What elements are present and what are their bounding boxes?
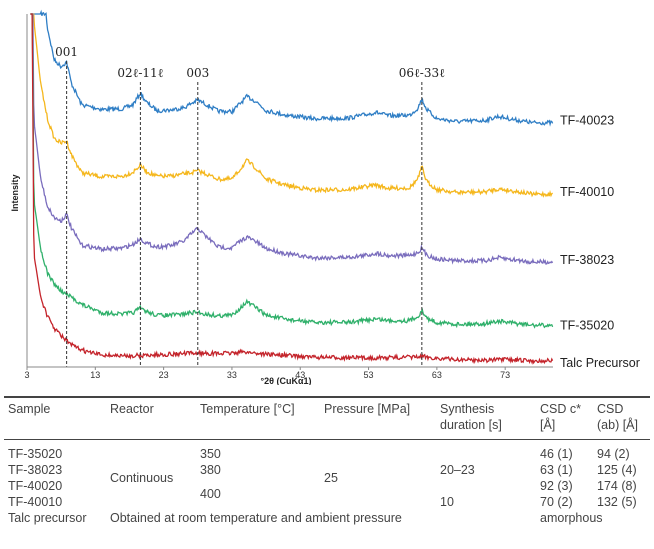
peak-label: 001 <box>55 45 78 59</box>
y-axis-title: Intensity <box>10 174 20 211</box>
csd-ab-cell: 125 (4) <box>597 463 637 477</box>
header-csd-ab: CSD (ab) [Å] <box>593 397 650 440</box>
csd-ab-cell: 132 (5) <box>597 495 637 509</box>
header-sample: Sample <box>4 397 106 440</box>
x-tick-label: 13 <box>90 370 100 380</box>
x-axis-title: °2θ (CuKα1) <box>261 376 312 385</box>
x-tick-label: 23 <box>159 370 169 380</box>
x-ticks: 3 13 23 33 43 53 63 73 <box>24 367 510 380</box>
csd-ab-cell: 94 (2) <box>597 447 630 461</box>
table-row: TF-40010 10 70 (2) 132 (5) <box>4 494 650 510</box>
results-table: Sample Reactor Temperature [°C] Pressure… <box>4 396 650 526</box>
series-label: TF-40023 <box>560 114 614 128</box>
csd-c-cell: 46 (1) <box>540 447 573 461</box>
table-row: TF-38023 380 63 (1) 125 (4) <box>4 462 650 478</box>
peak-label: 06ℓ-33ℓ <box>399 66 445 80</box>
x-tick-label: 3 <box>24 370 29 380</box>
duration-cell: 10 <box>440 495 454 509</box>
sample-cell: TF-38023 <box>8 463 63 477</box>
x-tick-label: 43 <box>295 370 305 380</box>
table-header-row: Sample Reactor Temperature [°C] Pressure… <box>4 397 650 440</box>
csd-c-cell: 92 (3) <box>540 479 573 493</box>
table-row: TF-40020 400 92 (3) 174 (8) <box>4 478 650 501</box>
series-label: Talc Precursor <box>560 356 640 370</box>
header-duration: Synthesis duration [s] <box>436 397 536 440</box>
peak-markers: 001 02ℓ-11ℓ 003 06ℓ-33ℓ <box>55 45 445 367</box>
xrd-chart: 001 02ℓ-11ℓ 003 06ℓ-33ℓ 3 13 23 33 43 53 63 73 TF-… <box>10 9 640 385</box>
sample-cell: TF-35020 <box>8 447 63 461</box>
header-csd-c: CSD c* [Å] <box>536 397 593 440</box>
csd-c-cell: 63 (1) <box>540 463 573 477</box>
series-label: TF-40010 <box>560 185 614 199</box>
precursor-note-cell: Obtained at room temperature and ambient… <box>110 511 402 525</box>
sample-cell: Talc precursor <box>8 511 87 525</box>
temperature-cell: 350 <box>200 447 221 461</box>
peak-label: 02ℓ-11ℓ <box>117 66 163 80</box>
peak-label: 003 <box>186 66 209 80</box>
x-tick-label: 33 <box>227 370 237 380</box>
table-row: TF-35020 Continuous 350 25 20–23 46 (1) … <box>4 440 650 485</box>
csd-amorphous-cell: amorphous <box>540 511 603 525</box>
trace-tf-35020 <box>30 13 554 329</box>
series-label: TF-35020 <box>560 318 614 332</box>
series-labels: TF-40023 TF-40010 TF-38023 TF-35020 Talc Pre… <box>560 114 640 370</box>
header-pressure: Pressure [MPa] <box>320 397 436 440</box>
x-tick-label: 63 <box>432 370 442 380</box>
x-tick-label: 73 <box>500 370 510 380</box>
reactor-cell: Continuous <box>110 471 174 485</box>
trace-tf-40010 <box>30 13 554 198</box>
axes <box>26 14 553 368</box>
sample-cell: TF-40010 <box>8 495 63 509</box>
traces <box>30 9 554 365</box>
duration-cell: 20–23 <box>440 463 475 477</box>
series-label: TF-38023 <box>560 253 614 267</box>
trace-talc-precursor <box>30 13 554 365</box>
csd-c-cell: 70 (2) <box>540 495 573 509</box>
table-row: Talc precursor Obtained at room temperat… <box>4 510 650 526</box>
header-temperature: Temperature [°C] <box>196 397 320 440</box>
sample-cell: TF-40020 <box>8 479 63 493</box>
temperature-cell: 400 <box>200 487 221 501</box>
temperature-cell: 380 <box>200 463 221 477</box>
csd-ab-cell: 174 (8) <box>597 479 637 493</box>
trace-tf-40023 <box>30 9 554 127</box>
header-reactor: Reactor <box>106 397 196 440</box>
pressure-cell: 25 <box>324 471 338 485</box>
x-tick-label: 53 <box>364 370 374 380</box>
trace-tf-38023 <box>30 13 554 265</box>
